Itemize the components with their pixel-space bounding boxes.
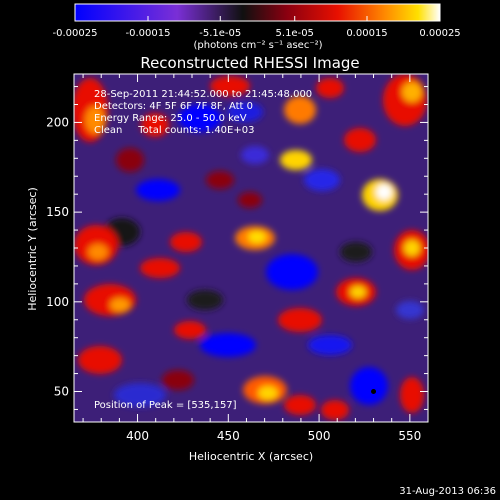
colorbar-unit-label: (photons cm⁻² s⁻¹ asec⁻²)	[193, 40, 322, 51]
y-axis-tick-label: 100	[46, 295, 69, 309]
colorbar-tick-label: 5.1e-05	[276, 28, 314, 39]
colorbar-gradient	[74, 3, 441, 22]
x-axis-tick-label: 400	[126, 429, 149, 443]
y-axis-label: Heliocentric Y (arcsec)	[26, 187, 39, 311]
axis-ticks: 400 450 500 550 50 100 150 200	[46, 74, 429, 443]
x-axis-tick-label: 450	[217, 429, 240, 443]
heatmap-image	[74, 74, 428, 422]
colorbar-ticks: -0.00025 -0.00015 -5.1e-05 5.1e-05 0.00015 0.…	[53, 16, 461, 39]
chart-title: Reconstructed RHESSI Image	[140, 54, 359, 72]
annotation-clean-counts: Clean Total counts: 1.40E+03	[94, 125, 254, 136]
x-axis-tick-label: 500	[308, 429, 331, 443]
annotation-detectors: Detectors: 4F 5F 6F 7F 8F, Att 0	[94, 101, 253, 112]
colorbar-tick-label: -0.00025	[53, 28, 98, 39]
annotation-time-range: 28-Sep-2011 21:44:52.000 to 21:45:48.000	[94, 89, 312, 100]
colorbar-tick-label: 0.00025	[419, 28, 460, 39]
x-axis-label: Heliocentric X (arcsec)	[189, 450, 313, 463]
y-axis-tick-label: 150	[46, 205, 69, 219]
peak-marker	[371, 389, 377, 395]
y-axis-tick-label: 200	[46, 115, 69, 129]
x-axis-tick-label: 550	[398, 429, 421, 443]
colorbar-tick-label: -5.1e-05	[199, 28, 241, 39]
colorbar: -0.00025 -0.00015 -5.1e-05 5.1e-05 0.00015 0.…	[53, 3, 461, 51]
y-axis-tick-label: 50	[54, 385, 69, 399]
annotation-energy-range: Energy Range: 25.0 - 50.0 keV	[94, 113, 247, 124]
peak-position-label: Position of Peak = [535,157]	[94, 400, 237, 411]
footer-timestamp: 31-Aug-2013 06:36	[399, 486, 496, 497]
colorbar-tick-label: -0.00015	[126, 28, 171, 39]
annotation-block: 28-Sep-2011 21:44:52.000 to 21:45:48.000…	[94, 89, 312, 136]
colorbar-tick-label: 0.00015	[346, 28, 387, 39]
